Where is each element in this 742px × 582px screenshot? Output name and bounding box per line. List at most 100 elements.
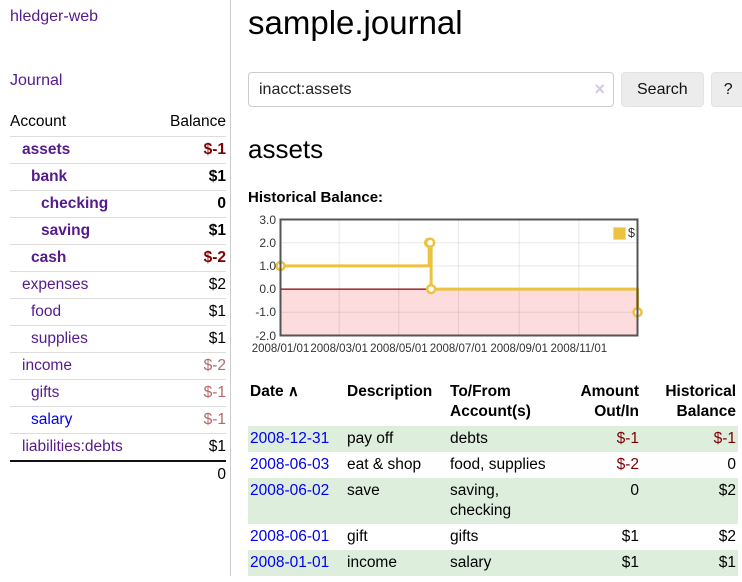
chart-legend: $ [613, 226, 635, 240]
account-row-income: income $-2 [10, 352, 226, 380]
account-page-heading: assets [248, 134, 324, 164]
account-link-liabilities-debts[interactable]: liabilities:debts [22, 438, 123, 455]
account-balance: $1 [154, 298, 226, 326]
accounts-total-value: 0 [154, 460, 226, 488]
account-row-gifts: gifts $-1 [10, 379, 226, 407]
accounts-table-header: Account Balance [10, 110, 226, 137]
chart-canvas [275, 218, 643, 337]
transaction-amount: $1 [621, 554, 639, 571]
account-balance: $1 [154, 433, 226, 461]
account-row-checking: checking 0 [10, 190, 226, 218]
x-tick-label: 2008/03/01 [310, 343, 368, 355]
legend-swatch-icon [613, 226, 627, 240]
account-balance: $1 [154, 325, 226, 353]
transaction-accounts: food, supplies [450, 456, 546, 473]
account-link-income[interactable]: income [22, 357, 72, 374]
search-button[interactable]: Search [621, 72, 704, 107]
transaction-accounts: debts [450, 430, 488, 447]
account-balance: $-1 [154, 136, 226, 164]
account-row-food: food $1 [10, 298, 226, 326]
account-link-salary[interactable]: salary [31, 411, 73, 428]
transaction-balance: $2 [718, 482, 736, 499]
accounts-total-row: 0 [10, 460, 226, 488]
transaction-description: pay off [347, 430, 394, 447]
account-balance: 0 [154, 190, 226, 218]
transaction-accounts: salary [450, 554, 492, 571]
transaction-description: eat & shop [347, 456, 422, 473]
account-balance: $-1 [154, 379, 226, 407]
transaction-date-link[interactable]: 2008-06-01 [250, 528, 330, 545]
transaction-date-link[interactable]: 2008-01-01 [250, 554, 330, 571]
clear-search-icon[interactable]: × [594, 79, 605, 99]
register-header-row: Date ∧ Description To/From Account(s) Am… [248, 380, 738, 426]
account-link-expenses[interactable]: expenses [22, 276, 89, 293]
search-help-button[interactable]: ? [710, 72, 742, 107]
account-link-saving[interactable]: saving [41, 222, 91, 239]
transaction-description: save [347, 482, 380, 499]
account-balance: $1 [154, 217, 226, 245]
register-header-balance: Historical Balance [665, 383, 736, 420]
account-row-liabilities-debts: liabilities:debts $1 [10, 433, 226, 461]
account-balance: $1 [154, 163, 226, 191]
transaction-amount: $-2 [616, 456, 639, 473]
x-tick-label: 2008/11/01 [550, 343, 608, 355]
date-header-label: Date [250, 383, 284, 400]
sidebar: hledger-web Journal Account Balance asse… [0, 0, 231, 576]
negative-region [280, 289, 638, 336]
account-link-food[interactable]: food [31, 303, 62, 320]
y-tick-label: -2.0 [255, 328, 276, 343]
x-tick-label: 2008/07/01 [429, 343, 488, 355]
sidebar-item-journal[interactable]: Journal [10, 72, 63, 89]
account-link-supplies[interactable]: supplies [31, 330, 88, 347]
balance-column-header: Balance [169, 113, 226, 130]
account-link-assets[interactable]: assets [22, 141, 71, 158]
account-row-saving: saving $1 [10, 217, 226, 245]
register-header-date[interactable]: Date ∧ [248, 380, 345, 426]
transaction-amount: $1 [621, 528, 639, 545]
account-balance: $-1 [154, 406, 226, 434]
transaction-accounts: gifts [450, 528, 479, 545]
account-balance: $2 [154, 271, 226, 299]
account-row-bank: bank $1 [10, 163, 226, 191]
account-row-salary: salary $-1 [10, 406, 226, 434]
transaction-balance: 0 [727, 456, 736, 473]
transaction-balance: $2 [718, 528, 736, 545]
y-tick-label: -1.0 [255, 305, 276, 320]
search-input[interactable] [248, 72, 614, 107]
account-link-bank[interactable]: bank [31, 168, 68, 185]
register-header-description: Description [347, 383, 433, 400]
app-brand-link[interactable]: hledger-web [10, 8, 99, 25]
x-tick-label: 2008/09/01 [490, 343, 548, 355]
register-row: 2008-06-02 save saving, checking 0 $2 [248, 478, 738, 524]
y-tick-label: 2.0 [259, 235, 276, 250]
legend-series-label: $ [628, 226, 635, 240]
transaction-amount: 0 [630, 482, 639, 499]
account-link-checking[interactable]: checking [41, 195, 109, 212]
register-row: 2008-12-31 pay off debts $-1 $-1 [248, 426, 738, 452]
x-tick-label: 2008/01/01 [251, 343, 310, 355]
y-tick-label: 1.0 [259, 258, 276, 273]
transaction-balance: $-1 [713, 430, 736, 447]
account-link-cash[interactable]: cash [31, 249, 67, 266]
register-header-accounts: To/From Account(s) [450, 383, 531, 420]
account-row-expenses: expenses $2 [10, 271, 226, 299]
plot-border [279, 218, 639, 337]
register-header-amount: Amount Out/In [580, 383, 639, 420]
transaction-description: gift [347, 528, 368, 545]
account-row-cash: cash $-2 [10, 244, 226, 272]
transaction-date-link[interactable]: 2008-06-02 [250, 482, 330, 499]
register-row: 2008-06-01 gift gifts $1 $2 [248, 524, 738, 550]
transaction-date-link[interactable]: 2008-06-03 [250, 456, 330, 473]
account-column-header: Account [10, 113, 67, 130]
y-tick-label: 3.0 [259, 212, 276, 227]
account-balance: $-2 [154, 352, 226, 380]
data-point-marker [425, 283, 437, 295]
search-input-wrap: × [248, 72, 614, 107]
account-row-assets: assets $-1 [10, 136, 226, 164]
transaction-date-link[interactable]: 2008-12-31 [250, 430, 330, 447]
account-link-gifts[interactable]: gifts [31, 384, 60, 401]
register-row: 2008-06-03 eat & shop food, supplies $-2… [248, 452, 738, 478]
data-point-marker [424, 237, 436, 248]
transaction-accounts: saving, checking [450, 482, 512, 519]
